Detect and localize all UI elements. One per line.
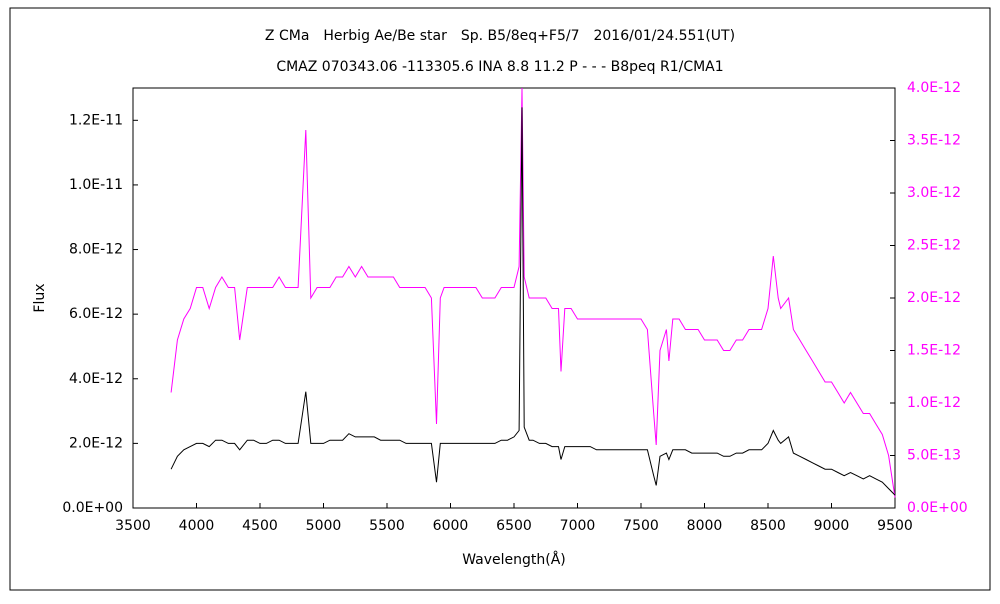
x-tick-label: 9500 <box>877 518 913 534</box>
x-tick-label: 6500 <box>496 518 532 534</box>
y-tick-label: 8.0E-12 <box>69 242 123 258</box>
y2-tick-label: 5.0E-13 <box>907 448 961 464</box>
spectrum-line <box>170 107 896 496</box>
x-tick-label: 3500 <box>115 518 151 534</box>
x-tick-label: 9000 <box>814 518 850 534</box>
x-tick-label: 8000 <box>687 518 723 534</box>
x-tick-label: 7500 <box>623 518 659 534</box>
y-axis-label: Flux <box>32 283 48 312</box>
y-tick-label: 1.0E-11 <box>69 177 123 193</box>
x-tick-label: 4500 <box>242 518 278 534</box>
y2-tick-label: 2.5E-12 <box>907 238 961 254</box>
y-tick-label: 1.2E-11 <box>69 112 123 128</box>
y2-tick-label: 2.0E-12 <box>907 290 961 306</box>
x-tick-label: 4000 <box>179 518 215 534</box>
x-tick-label: 7000 <box>560 518 596 534</box>
x-axis-label: Wavelength(Å) <box>462 551 566 568</box>
y2-tick-label: 4.0E-12 <box>907 80 961 96</box>
x-tick-label: 8500 <box>750 518 786 534</box>
spectrum-line <box>170 87 896 498</box>
x-tick-label: 5500 <box>369 518 405 534</box>
y2-tick-label: 1.0E-12 <box>907 395 961 411</box>
y2-tick-label: 1.5E-12 <box>907 343 961 359</box>
y-tick-label: 4.0E-12 <box>69 371 123 387</box>
chart-frame <box>9 7 991 591</box>
y-tick-label: 6.0E-12 <box>69 306 123 322</box>
y2-tick-label: 3.0E-12 <box>907 185 961 201</box>
y2-tick-label: 0.0E+00 <box>907 500 968 516</box>
chart-subtitle: CMAZ 070343.06 -113305.6 INA 8.8 11.2 P … <box>276 59 723 75</box>
y-tick-label: 0.0E+00 <box>62 500 123 516</box>
y-tick-label: 2.0E-12 <box>69 435 123 451</box>
chart-title: Z CMa Herbig Ae/Be star Sp. B5/8eq+F5/7 … <box>265 28 735 44</box>
x-tick-label: 6000 <box>433 518 469 534</box>
x-tick-label: 5000 <box>306 518 342 534</box>
y2-tick-label: 3.5E-12 <box>907 133 961 149</box>
